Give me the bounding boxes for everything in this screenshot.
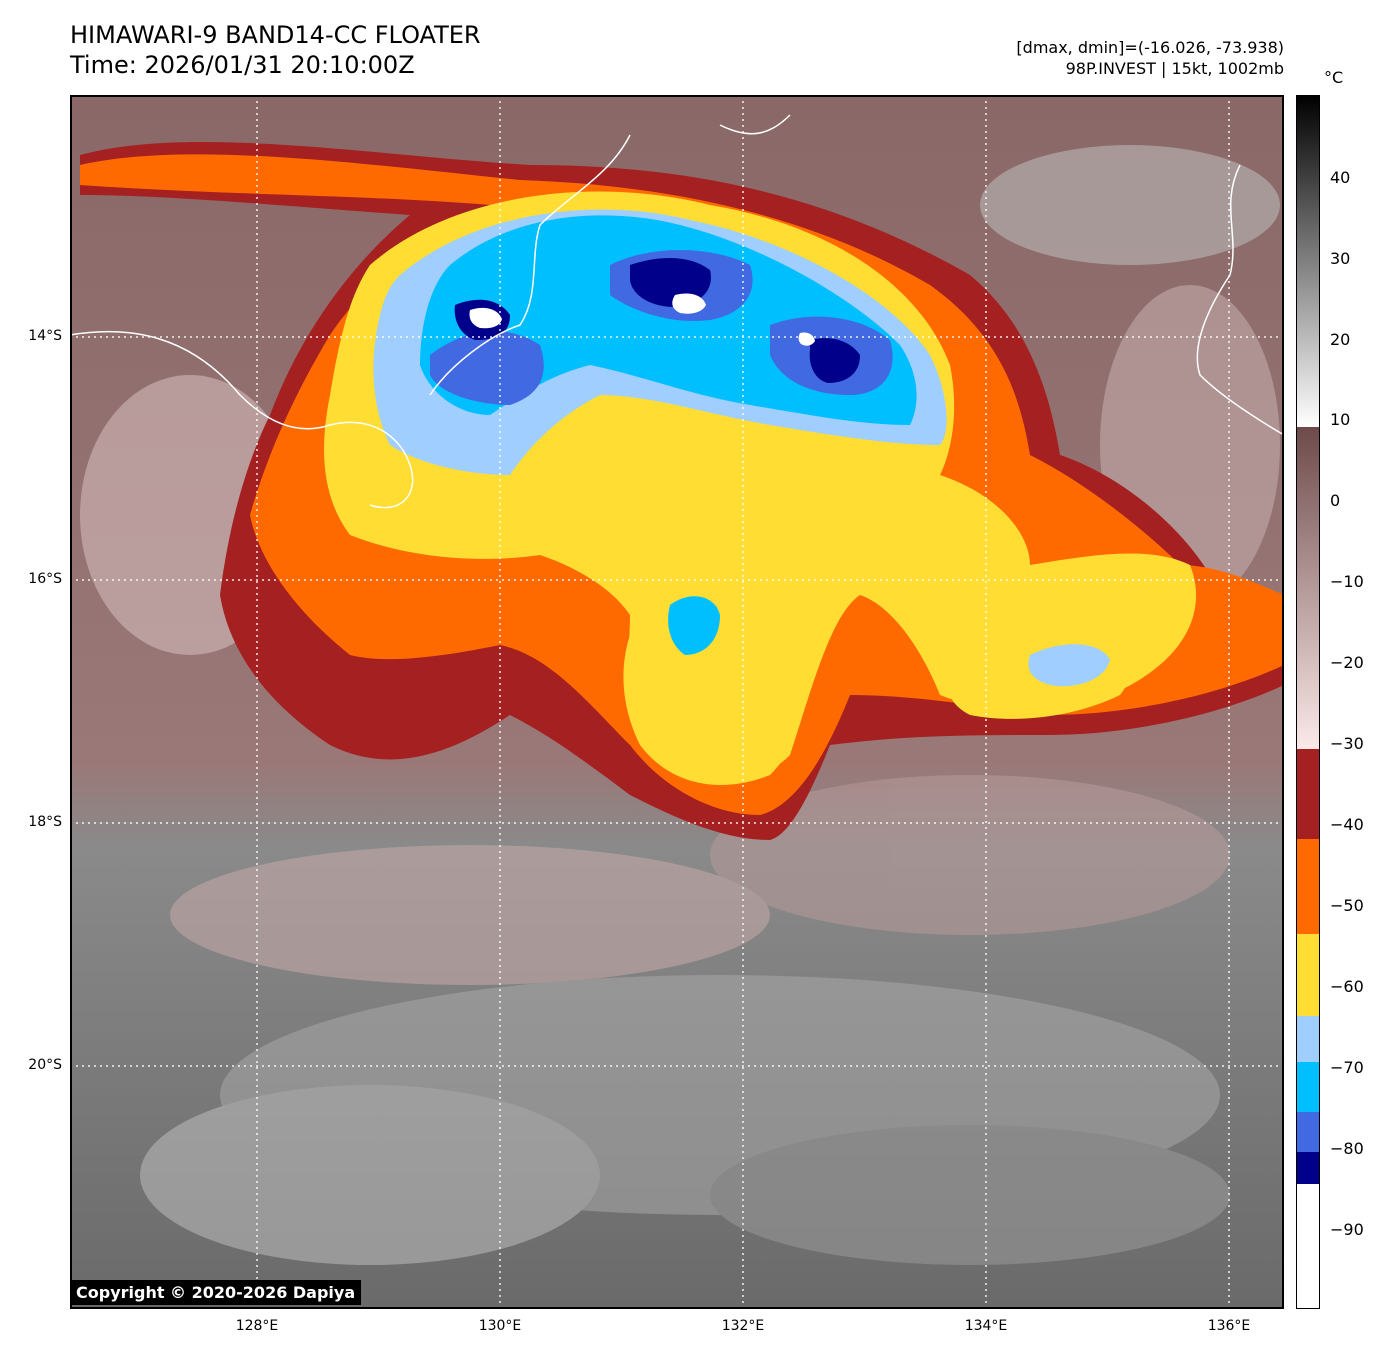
contour-south-cluster-yellow [623,605,802,785]
cold-cloud-shield [80,142,1284,840]
lon-label-132e: 132°E [721,1318,765,1334]
colorbar-band-navy [1296,1152,1320,1184]
chart-title: HIMAWARI-9 BAND14-CC FLOATER Time: 2026/… [70,20,481,80]
colorbar-tick-10: 10 [1330,410,1351,429]
storm-name-intensity: 98P.INVEST | 15kt, 1002mb [1065,59,1284,78]
colorbar-tick-minus80: −80 [1330,1139,1364,1158]
colorbar-tick-minus30: −30 [1330,734,1364,753]
contour-se-blob-blue [1028,644,1110,687]
colorbar-band-brown-red [1296,749,1320,839]
colorbar-band-light-blue [1296,1016,1320,1062]
colorbar-band-gold [1296,934,1320,1016]
colorbar-tick-minus50: −50 [1330,896,1364,915]
colorbar-tick-0: 0 [1330,491,1341,510]
colorbar-band-orange [1296,839,1320,934]
contour-south-cluster-blue [668,596,720,655]
colorbar-tick-30: 30 [1330,249,1351,268]
map-frame [70,95,1284,1309]
lat-label-18s: 18°S [28,814,62,830]
colorbar-tick-40: 40 [1330,168,1351,187]
colorbar-tick-minus20: −20 [1330,653,1364,672]
colorbar-tick-minus90: −90 [1330,1220,1364,1239]
lon-label-128e: 128°E [235,1318,279,1334]
colorbar-warm-segment [1296,427,1320,749]
colorbar [1296,95,1320,1309]
colorbar-tick-minus70: −70 [1330,1058,1364,1077]
colorbar-tick-minus40: −40 [1330,815,1364,834]
title-product: HIMAWARI-9 BAND14-CC FLOATER [70,21,481,49]
lat-label-16s: 16°S [28,571,62,587]
contour-minus85 [454,258,860,383]
contour-minus80 [430,250,893,405]
colorbar-unit: °C [1324,68,1344,87]
graticule [70,95,1284,1309]
colorbar-band-royal-blue [1296,1112,1320,1152]
lon-label-130e: 130°E [478,1318,522,1334]
storm-info: [dmax, dmin]=(-16.026, -73.938) 98P.INVE… [1016,37,1284,79]
colorbar-tick-minus10: −10 [1330,572,1364,591]
colorbar-band-white [1296,1184,1320,1309]
colorbar-frame [1296,95,1320,1309]
title-time: Time: 2026/01/31 20:10:00Z [70,51,415,79]
colorbar-tick-20: 20 [1330,330,1351,349]
copyright-badge: Copyright © 2020-2026 Dapiya [70,1280,362,1305]
colorbar-tick-minus60: −60 [1330,977,1364,996]
dmax-dmin-readout: [dmax, dmin]=(-16.026, -73.938) [1016,38,1284,57]
lat-label-20s: 20°S [28,1057,62,1073]
satellite-map [70,95,1284,1309]
lon-label-134e: 134°E [964,1318,1008,1334]
colorbar-gray-segment [1296,95,1320,427]
lon-label-136e: 136°E [1207,1318,1251,1334]
warm-cloud-texture [80,145,1280,1265]
coastline [70,114,1284,509]
lat-label-14s: 14°S [28,328,62,344]
colorbar-band-sky-blue [1296,1062,1320,1112]
